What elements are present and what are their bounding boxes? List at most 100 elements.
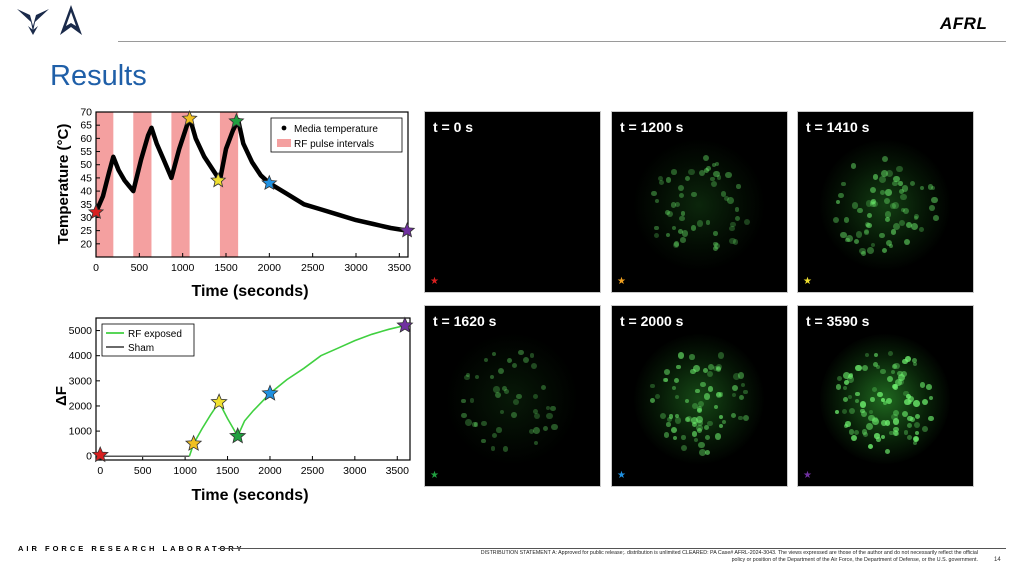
y-tick-label: 50 — [80, 159, 92, 171]
fluorescent-cell — [698, 169, 706, 177]
temperature-y-axis-label: Temperature (°C) — [55, 124, 72, 245]
fluorescent-cell — [907, 415, 913, 422]
fluorescent-cell — [885, 170, 893, 177]
fluorescent-cell — [697, 401, 704, 408]
fluorescent-cell — [893, 175, 900, 182]
star-marker-icon — [87, 203, 105, 220]
fluorescent-cell — [530, 363, 537, 370]
fluorescent-cell — [880, 434, 885, 440]
y-tick-label: 30 — [80, 212, 92, 224]
fluorescent-cell — [881, 247, 888, 254]
fluorescent-cell — [874, 352, 879, 357]
fluorescent-cell — [675, 394, 680, 400]
fluorescent-cell — [686, 415, 693, 422]
fluorescent-cell — [869, 409, 874, 414]
distribution-statement-line: policy or position of the Department of … — [731, 557, 978, 563]
fluorescent-cell — [842, 396, 848, 402]
fluorescent-cell — [716, 391, 722, 397]
footer-divider — [218, 548, 1006, 549]
fluorescent-cell — [742, 414, 750, 422]
fluorescent-cell — [921, 398, 928, 405]
fluorescent-cell — [461, 412, 468, 419]
fluorescent-cell — [650, 397, 655, 403]
fluorescent-cell — [885, 397, 893, 405]
fluorescent-cell — [723, 195, 730, 201]
fluorescent-cell — [671, 427, 678, 434]
fluorescent-cell — [541, 384, 547, 390]
fluorescent-cell — [885, 239, 893, 247]
fluorescent-cell — [861, 250, 867, 256]
fluorescent-cell — [897, 181, 903, 186]
page-number: 14 — [994, 557, 1001, 563]
fluorescent-cell — [689, 354, 695, 360]
fluorescent-cell — [679, 215, 685, 222]
fluorescent-cell — [720, 191, 727, 198]
fluorescent-cell — [663, 377, 669, 382]
star-marker-icon — [229, 427, 247, 444]
fluorescent-cell — [695, 388, 700, 394]
fluorescent-cell — [705, 435, 711, 440]
fluorescent-cell — [737, 372, 745, 379]
fluorescent-cell — [901, 358, 908, 365]
fluorescent-cell — [913, 440, 918, 445]
fluorescent-cell — [722, 420, 727, 425]
delta-f-y-axis-label: ΔF — [53, 386, 70, 406]
fluorescent-cell — [905, 222, 912, 229]
fluorescent-cell — [907, 399, 913, 405]
fluorescent-cell — [707, 386, 714, 392]
fluorescent-cell — [881, 420, 887, 426]
fluorescent-cell — [911, 222, 919, 230]
fluorescent-cell — [889, 430, 895, 436]
x-tick-label: 1500 — [216, 465, 240, 477]
fluorescent-cell — [848, 429, 854, 435]
fluorescent-cell — [902, 185, 909, 192]
fluorescence-image-panel: t = 1200 s ★ — [611, 111, 788, 293]
fluorescent-cell — [906, 434, 913, 441]
fluorescent-cell — [914, 214, 919, 220]
header-divider — [118, 41, 1006, 42]
x-tick-label: 1000 — [171, 262, 195, 274]
fluorescence-image-panel: t = 1620 s ★ — [424, 305, 601, 487]
fluorescent-cell — [892, 418, 899, 425]
star-marker-icon — [210, 171, 227, 188]
fluorescent-cell — [865, 199, 873, 207]
fluorescent-cell — [851, 202, 859, 210]
fluorescent-cell — [654, 225, 659, 231]
fluorescent-cell — [872, 386, 878, 393]
x-tick-label: 0 — [97, 465, 103, 477]
fluorescent-cell — [708, 364, 714, 371]
y-tick-label: 65 — [80, 120, 92, 132]
fluorescent-cell — [668, 414, 673, 419]
fluorescent-cell — [475, 374, 480, 379]
fluorescent-cell — [738, 415, 743, 421]
fluorescent-cell — [876, 436, 881, 442]
fluorescent-cell — [651, 190, 657, 197]
panel-time-label: t = 1410 s — [806, 119, 870, 135]
fluorescent-cell — [714, 243, 720, 250]
star-marker-icon — [261, 384, 279, 401]
fluorescent-cell — [887, 376, 894, 383]
fluorescent-cell — [692, 403, 699, 410]
fluorescent-cell — [533, 413, 540, 420]
fluorescent-cell — [926, 384, 932, 390]
fluorescent-cell — [739, 394, 745, 400]
fluorescent-cell — [473, 422, 479, 427]
fluorescent-cell — [892, 384, 898, 390]
fluorescent-cell — [511, 412, 517, 418]
panel-time-label: t = 0 s — [433, 119, 474, 135]
fluorescent-cell — [703, 393, 711, 400]
fluorescent-cell — [713, 170, 720, 177]
fluorescent-cell — [551, 423, 558, 431]
fluorescent-cell — [678, 184, 685, 192]
fluorescent-cell — [891, 201, 899, 209]
fluorescent-cell — [872, 416, 878, 423]
fluorescent-cell — [919, 382, 926, 388]
fluorescent-cell — [872, 418, 879, 425]
fluorescent-cell — [654, 393, 660, 399]
fluorescent-cell — [680, 211, 686, 216]
fluorescent-cell — [671, 225, 677, 231]
fluorescent-cell — [929, 204, 935, 211]
fluorescent-cell — [673, 378, 679, 384]
fluorescent-cell — [698, 449, 706, 456]
